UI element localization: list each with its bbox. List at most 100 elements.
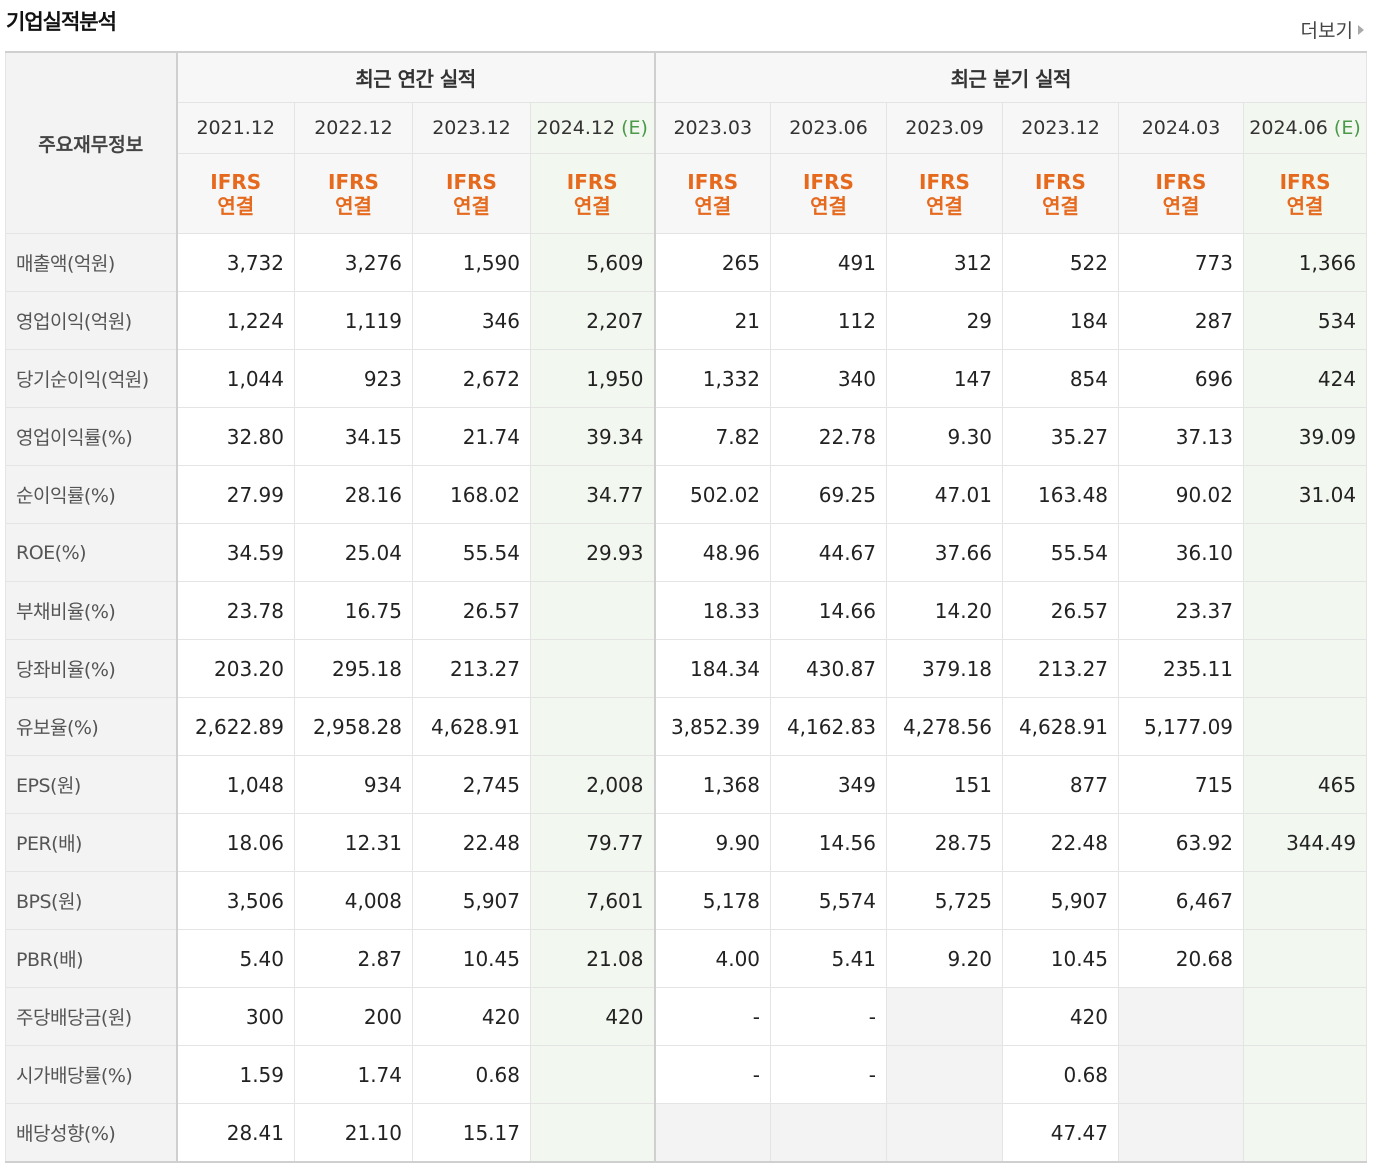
- table-cell: 7,601: [529, 871, 656, 930]
- period-label: 2023.12: [432, 117, 511, 139]
- table-cell: [886, 1103, 1004, 1163]
- table-cell: 6,467: [1118, 871, 1245, 930]
- table-cell: 923: [294, 349, 413, 408]
- table-cell: 14.20: [886, 581, 1004, 640]
- table-cell: -: [653, 1045, 772, 1104]
- section-title: 기업실적분석: [6, 10, 117, 34]
- table-cell: 1,368: [653, 755, 772, 814]
- table-row: 영업이익률(%) 32.80 34.15 21.74 39.34 7.82 22.78 9.3…: [5, 407, 1368, 466]
- table-cell: 0.68: [1002, 1045, 1120, 1104]
- table-cell: 5,177.09: [1118, 697, 1245, 756]
- ifrs-badge: IFRS 연결: [1243, 153, 1368, 234]
- row-label: 당기순이익(억원): [5, 349, 178, 408]
- ifrs-label: IFRS: [328, 169, 379, 194]
- row-label: 유보율(%): [5, 697, 178, 756]
- ifrs-badge: IFRS 연결: [886, 153, 1004, 234]
- row-label: ROE(%): [5, 523, 178, 582]
- table-cell: 300: [176, 987, 295, 1046]
- period-label: 2023.12: [1021, 117, 1100, 139]
- table-cell: [886, 1045, 1004, 1104]
- row-label: 당좌비율(%): [5, 639, 178, 698]
- row-label: 순이익률(%): [5, 465, 178, 524]
- table-cell: 55.54: [412, 523, 531, 582]
- table-cell: 31.04: [1243, 465, 1368, 524]
- table-cell: 295.18: [294, 639, 413, 698]
- ifrs-badge: IFRS 연결: [653, 153, 772, 234]
- table-cell: 168.02: [412, 465, 531, 524]
- consolidated-label: 연결: [453, 193, 490, 218]
- table-row: EPS(원) 1,048 934 2,745 2,008 1,368 349 151 877 71…: [5, 755, 1368, 814]
- table-cell: 10.45: [1002, 929, 1120, 988]
- table-cell: 184.34: [653, 639, 772, 698]
- table-cell: 25.04: [294, 523, 413, 582]
- table-cell: 37.13: [1118, 407, 1245, 466]
- table-cell: 4,278.56: [886, 697, 1004, 756]
- table-cell: 184: [1002, 291, 1120, 350]
- table-cell: 235.11: [1118, 639, 1245, 698]
- table-cell: 28.41: [176, 1103, 295, 1163]
- table-cell: 854: [1002, 349, 1120, 408]
- table-cell: 9.90: [653, 813, 772, 872]
- ifrs-label: IFRS: [566, 169, 618, 194]
- table-cell: 2,958.28: [294, 697, 413, 756]
- table-cell: 1,048: [176, 755, 295, 814]
- more-link[interactable]: 더보기: [1301, 16, 1364, 43]
- table-cell: [1118, 1045, 1245, 1104]
- table-cell: 3,276: [294, 233, 413, 292]
- table-cell: 3,732: [176, 233, 295, 292]
- table-cell: 287: [1118, 291, 1245, 350]
- period-header: 2023.03: [653, 102, 772, 154]
- more-label[interactable]: 더보기: [1300, 20, 1353, 42]
- table-cell: 4,008: [294, 871, 413, 930]
- table-row: PBR(배) 5.40 2.87 10.45 21.08 4.00 5.41 9.20 10.4…: [5, 929, 1368, 988]
- table-cell: 28.75: [886, 813, 1004, 872]
- table-cell: 5,609: [529, 233, 656, 292]
- table-cell: 22.48: [1002, 813, 1120, 872]
- table-cell: 26.57: [412, 581, 531, 640]
- table-cell: [1243, 523, 1368, 582]
- table-cell: 465: [1243, 755, 1368, 814]
- table-cell: 200: [294, 987, 413, 1046]
- table-row: ROE(%) 34.59 25.04 55.54 29.93 48.96 44.67 37.6…: [5, 523, 1368, 582]
- ifrs-label: IFRS: [1279, 169, 1331, 194]
- row-label: 영업이익(억원): [5, 291, 178, 350]
- period-label: 2022.12: [314, 117, 393, 139]
- table-row: 매출액(억원) 3,732 3,276 1,590 5,609 265 491 312 522 7…: [5, 233, 1368, 292]
- period-header: 2022.12: [294, 102, 413, 154]
- table-cell: [1243, 987, 1368, 1046]
- row-label: 매출액(억원): [5, 233, 178, 292]
- table-cell: 0.68: [412, 1045, 531, 1104]
- table-cell: 18.33: [653, 581, 772, 640]
- table-cell: 90.02: [1118, 465, 1245, 524]
- table-cell: 213.27: [412, 639, 531, 698]
- period-label: 2021.12: [196, 117, 276, 139]
- table-cell: 18.06: [176, 813, 295, 872]
- table-row: PER(배) 18.06 12.31 22.48 79.77 9.90 14.56 28.75…: [5, 813, 1368, 872]
- table-cell: 420: [412, 987, 531, 1046]
- table-cell: 346: [412, 291, 531, 350]
- table-cell: 35.27: [1002, 407, 1120, 466]
- period-label: 2024.03: [1141, 117, 1221, 139]
- estimate-tag: (E): [621, 117, 648, 139]
- row-label: PBR(배): [5, 929, 178, 988]
- table-cell: [653, 1103, 772, 1163]
- table-cell: 522: [1002, 233, 1120, 292]
- table-cell: 2,745: [412, 755, 531, 814]
- period-header: 2023.09: [886, 102, 1004, 154]
- table-cell: 39.09: [1243, 407, 1368, 466]
- table-cell: 22.48: [412, 813, 531, 872]
- consolidated-label: 연결: [573, 193, 611, 218]
- ifrs-label: IFRS: [1155, 169, 1207, 194]
- table-row: 부채비율(%) 23.78 16.75 26.57 18.33 14.66 14.20 26.…: [5, 581, 1368, 640]
- table-cell: [1243, 639, 1368, 698]
- table-cell: [1118, 1103, 1245, 1163]
- table-cell: [1243, 1045, 1368, 1104]
- table-cell: [529, 697, 656, 756]
- table-row: 당좌비율(%) 203.20 295.18 213.27 184.34 430.87 379…: [5, 639, 1368, 698]
- table-cell: 2,672: [412, 349, 531, 408]
- ifrs-label: IFRS: [919, 169, 970, 194]
- table-cell: 12.31: [294, 813, 413, 872]
- table-cell: 29: [886, 291, 1004, 350]
- table-cell: 9.30: [886, 407, 1004, 466]
